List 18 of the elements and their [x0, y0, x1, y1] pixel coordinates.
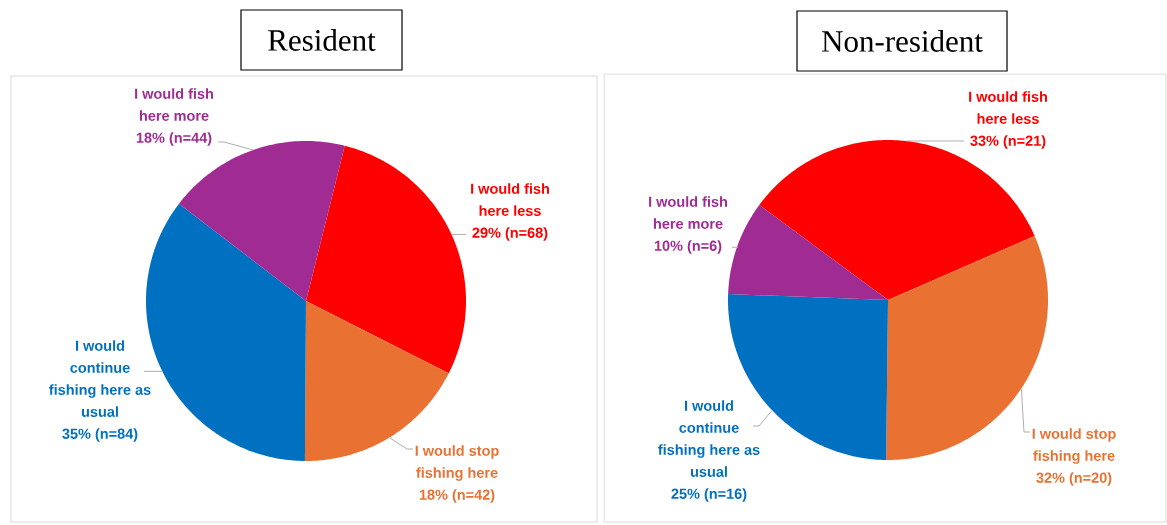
slice-label: I would fish here less [471, 183, 549, 216]
chart-title: Non-resident [821, 30, 983, 52]
slice-label: I would stop fishing here [415, 445, 499, 481]
data-label: 10% (n=6) [654, 240, 722, 254]
data-label: 18% (n=44) [136, 132, 212, 146]
slice-label: I would fish here more [649, 196, 727, 229]
slice-label: I would fish here more [135, 88, 213, 121]
data-label: 29% (n=68) [472, 227, 548, 241]
data-label: 25% (n=16) [671, 488, 747, 502]
data-label: 35% (n=84) [62, 428, 138, 442]
slice-label: I would continue fishing here as usual [49, 340, 151, 417]
chart-title: Resident [268, 29, 376, 51]
slice-label: I would continue fishing here as usual [658, 400, 760, 477]
data-label: 33% (n=21) [970, 135, 1046, 149]
data-label: 32% (n=20) [1036, 472, 1112, 486]
data-label: 18% (n=42) [419, 489, 495, 503]
slice-label: I would fish here less [969, 91, 1047, 124]
slice-label: I would stop fishing here [1032, 428, 1116, 464]
